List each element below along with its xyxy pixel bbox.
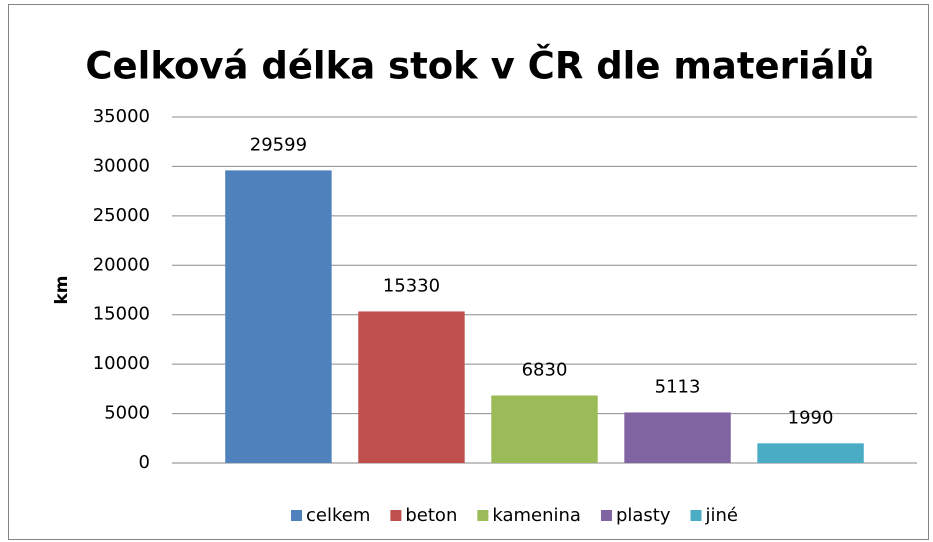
legend-swatch xyxy=(291,510,303,521)
legend-label: celkem xyxy=(306,505,370,526)
legend-swatch xyxy=(600,510,612,521)
value-label: 5113 xyxy=(655,376,701,397)
legend-label: beton xyxy=(405,505,457,526)
legend-swatch xyxy=(390,510,402,521)
value-label: 6830 xyxy=(522,359,568,380)
y-tick-label: 15000 xyxy=(93,304,150,325)
value-label: 15330 xyxy=(383,275,440,296)
bar xyxy=(358,311,465,463)
y-tick-label: 5000 xyxy=(104,403,150,424)
value-label: 29599 xyxy=(250,134,307,155)
y-tick-label: 0 xyxy=(139,452,150,473)
y-axis-label: km xyxy=(52,275,72,304)
chart-title: Celková délka stok v ČR dle materiálů xyxy=(85,44,874,88)
bar xyxy=(225,170,332,463)
bar xyxy=(757,443,864,463)
y-tick-label: 20000 xyxy=(93,254,150,275)
legend-swatch xyxy=(477,510,489,521)
legend-label: plasty xyxy=(616,505,671,526)
y-tick-label: 25000 xyxy=(93,205,150,226)
bar xyxy=(624,412,731,463)
legend-label: jiné xyxy=(705,505,738,526)
y-tick-label: 35000 xyxy=(93,106,150,127)
y-tick-label: 30000 xyxy=(93,155,150,176)
y-tick-label: 10000 xyxy=(93,353,150,374)
legend-swatch xyxy=(690,510,702,521)
legend-label: kamenina xyxy=(492,505,581,526)
value-label: 1990 xyxy=(788,407,834,428)
bar xyxy=(491,395,598,463)
